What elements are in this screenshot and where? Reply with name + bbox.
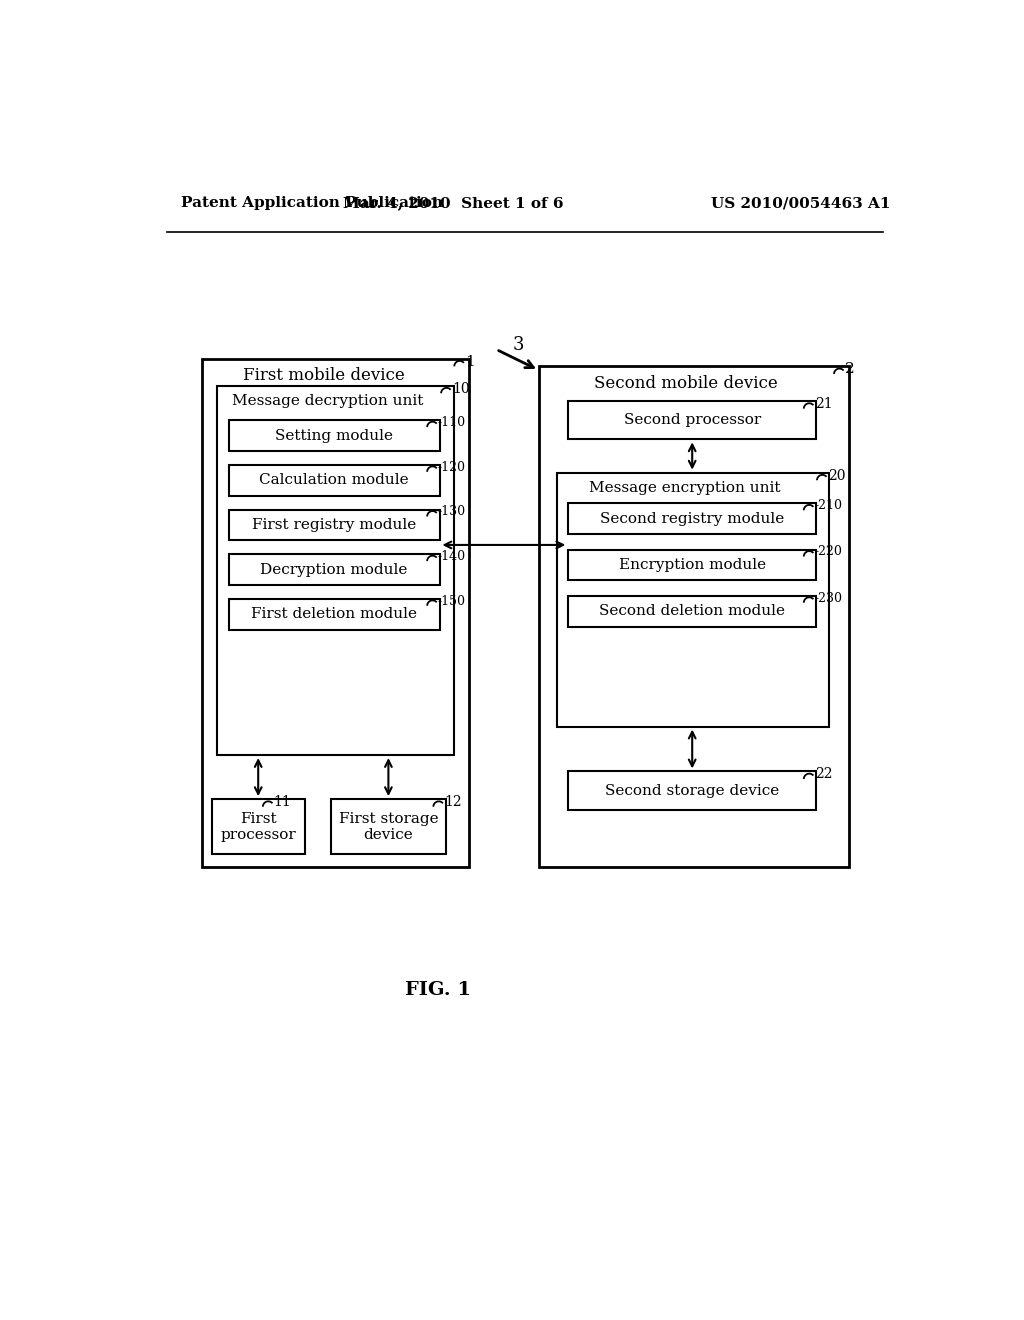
Bar — [228, 510, 439, 540]
Bar — [331, 799, 445, 854]
Text: Message encryption unit: Message encryption unit — [590, 480, 781, 495]
Text: Decryption module: Decryption module — [260, 562, 408, 577]
Bar — [228, 554, 439, 585]
Text: Second mobile device: Second mobile device — [594, 375, 778, 392]
Text: First registry module: First registry module — [252, 517, 417, 532]
Text: -150: -150 — [438, 594, 466, 607]
Text: Second storage device: Second storage device — [605, 784, 779, 797]
Bar — [228, 465, 439, 496]
Bar — [212, 799, 305, 854]
Bar — [568, 771, 816, 810]
Bar — [568, 503, 816, 535]
Text: -230: -230 — [815, 591, 843, 605]
Text: 1: 1 — [465, 355, 475, 368]
Text: -210: -210 — [815, 499, 843, 512]
Text: -220: -220 — [815, 545, 843, 558]
Text: -110: -110 — [438, 416, 466, 429]
Text: Second processor: Second processor — [624, 413, 761, 428]
Bar — [568, 595, 816, 627]
Bar — [557, 473, 829, 726]
Text: Patent Application Publication: Patent Application Publication — [180, 197, 442, 210]
Text: Setting module: Setting module — [275, 429, 393, 442]
Bar — [539, 367, 849, 867]
Text: US 2010/0054463 A1: US 2010/0054463 A1 — [711, 197, 891, 210]
Text: 22: 22 — [815, 767, 833, 781]
Text: -130: -130 — [438, 506, 466, 519]
Text: First deletion module: First deletion module — [251, 607, 417, 622]
Text: 21: 21 — [815, 397, 833, 411]
Text: FIG. 1: FIG. 1 — [404, 981, 471, 999]
Text: Encryption module: Encryption module — [618, 558, 766, 572]
Text: First storage
device: First storage device — [339, 812, 438, 842]
Text: Calculation module: Calculation module — [259, 474, 409, 487]
Text: -120: -120 — [438, 461, 466, 474]
Text: 20: 20 — [827, 469, 846, 483]
Bar — [217, 385, 454, 755]
Bar — [202, 359, 469, 867]
Text: -140: -140 — [438, 550, 466, 564]
Text: 10: 10 — [452, 381, 470, 396]
Text: First mobile device: First mobile device — [243, 367, 404, 384]
Text: 2: 2 — [845, 363, 855, 376]
Text: 3: 3 — [512, 335, 524, 354]
Bar — [228, 599, 439, 630]
Text: Mar. 4, 2010  Sheet 1 of 6: Mar. 4, 2010 Sheet 1 of 6 — [343, 197, 564, 210]
Bar — [228, 420, 439, 451]
Text: First
processor: First processor — [220, 812, 296, 842]
Text: 11: 11 — [273, 795, 292, 809]
Text: Second deletion module: Second deletion module — [599, 605, 785, 618]
Text: Second registry module: Second registry module — [600, 512, 784, 525]
Bar — [568, 549, 816, 581]
Text: 12: 12 — [444, 795, 462, 809]
Text: Message decryption unit: Message decryption unit — [231, 393, 423, 408]
Bar — [568, 401, 816, 440]
